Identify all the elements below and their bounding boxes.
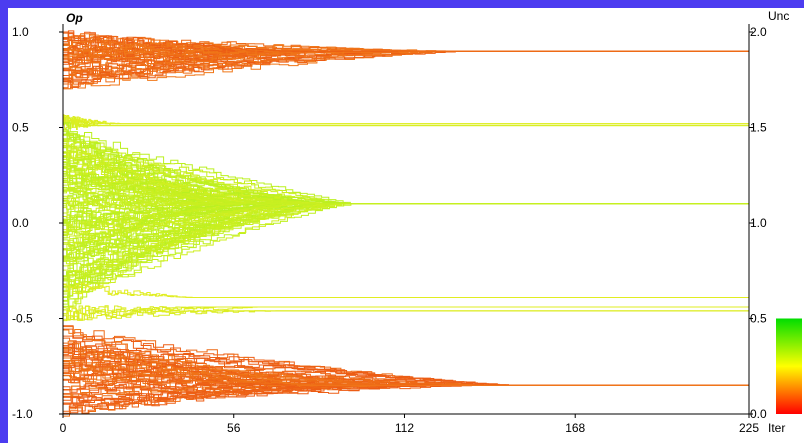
colorbar — [776, 318, 802, 414]
trajectory-line — [63, 341, 749, 386]
trajectory-line — [63, 335, 749, 386]
trajectory-line — [63, 133, 749, 205]
trajectory-line — [63, 328, 749, 386]
y-tick-label: 0.5 — [12, 121, 29, 135]
trajectory-line — [63, 122, 749, 205]
x-tick-label: 168 — [565, 421, 585, 435]
trajectory-line — [63, 35, 749, 52]
trajectory-line — [63, 203, 749, 271]
trajectory-line — [63, 146, 749, 205]
y-tick-label: 0.0 — [12, 216, 29, 230]
trajectory-line — [63, 384, 749, 408]
right-tick-label: 0.0 — [750, 407, 767, 421]
trajectory-line — [63, 203, 749, 298]
trajectory-line — [63, 203, 749, 248]
y-axis-title: Op — [66, 11, 83, 25]
trajectory-line — [63, 203, 749, 289]
trajectory-line — [63, 306, 749, 321]
series-cluster-7 — [63, 325, 749, 417]
trajectory-line — [63, 50, 749, 79]
trajectory-line — [63, 203, 749, 311]
trajectory-line — [63, 360, 749, 386]
trajectory-line — [63, 203, 749, 311]
trajectory-line — [63, 50, 749, 88]
series-cluster-3 — [63, 122, 749, 315]
right-tick-label: 0.5 — [750, 312, 767, 326]
trajectory-line — [63, 203, 749, 252]
trajectory-line — [63, 203, 749, 259]
x-tick-label: 225 — [739, 421, 759, 435]
trajectory-line — [63, 384, 749, 408]
x-tick-label: 0 — [60, 421, 67, 435]
right-tick-label: 1.5 — [750, 121, 767, 135]
trajectory-line — [63, 203, 749, 293]
trajectory-line — [63, 203, 749, 245]
trajectory-line — [63, 50, 749, 69]
trajectory-line — [63, 309, 749, 321]
trajectory-line — [63, 384, 749, 415]
trajectory-line — [63, 203, 749, 298]
trajectory-line — [63, 34, 749, 52]
right-axis-title: Unc — [768, 9, 789, 23]
right-tick-label: 2.0 — [750, 25, 767, 39]
trajectory-line — [63, 203, 749, 222]
axis-labels: 1.0 0.5 0.0 -0.5 -1.0 0 56 112 168 225 2.0 1.5 1.0 0.… — [12, 9, 802, 435]
trajectory-line — [63, 115, 749, 126]
trajectory-line — [63, 364, 749, 386]
series-cluster-5 — [63, 305, 749, 322]
trajectory-line — [63, 114, 749, 125]
trajectory-line — [63, 190, 749, 205]
trajectory-line — [63, 203, 749, 298]
trajectory-line — [63, 284, 749, 298]
axes — [59, 24, 753, 418]
trajectory-line — [63, 384, 749, 397]
trajectory-line — [63, 173, 749, 205]
trajectory-line — [63, 203, 749, 295]
trajectory-line — [63, 329, 749, 386]
y-tick-label: -0.5 — [12, 312, 33, 326]
trajectory-line — [63, 30, 749, 52]
x-tick-label: 56 — [227, 421, 241, 435]
x-axis-title: Iter — [768, 421, 785, 435]
trajectory-line — [63, 340, 749, 386]
right-tick-label: 1.0 — [750, 216, 767, 230]
trajectory-line — [63, 181, 749, 205]
y-tick-label: 1.0 — [12, 25, 29, 39]
y-tick-label: -1.0 — [12, 407, 33, 421]
x-tick-label: 112 — [395, 421, 414, 435]
series-cluster-4 — [63, 283, 749, 298]
trajectory-lines — [63, 30, 749, 417]
trajectory-line — [63, 305, 749, 315]
series-cluster-1 — [63, 114, 749, 128]
trajectory-line — [63, 39, 749, 52]
trajectory-line — [63, 203, 749, 237]
trajectory-line — [63, 203, 749, 305]
trajectory-line — [63, 202, 749, 213]
series-cluster-0 — [63, 30, 749, 90]
series-cluster-6 — [63, 305, 749, 321]
trajectory-line — [63, 158, 749, 205]
trajectory-line — [63, 197, 749, 207]
trajectory-line — [63, 203, 749, 262]
